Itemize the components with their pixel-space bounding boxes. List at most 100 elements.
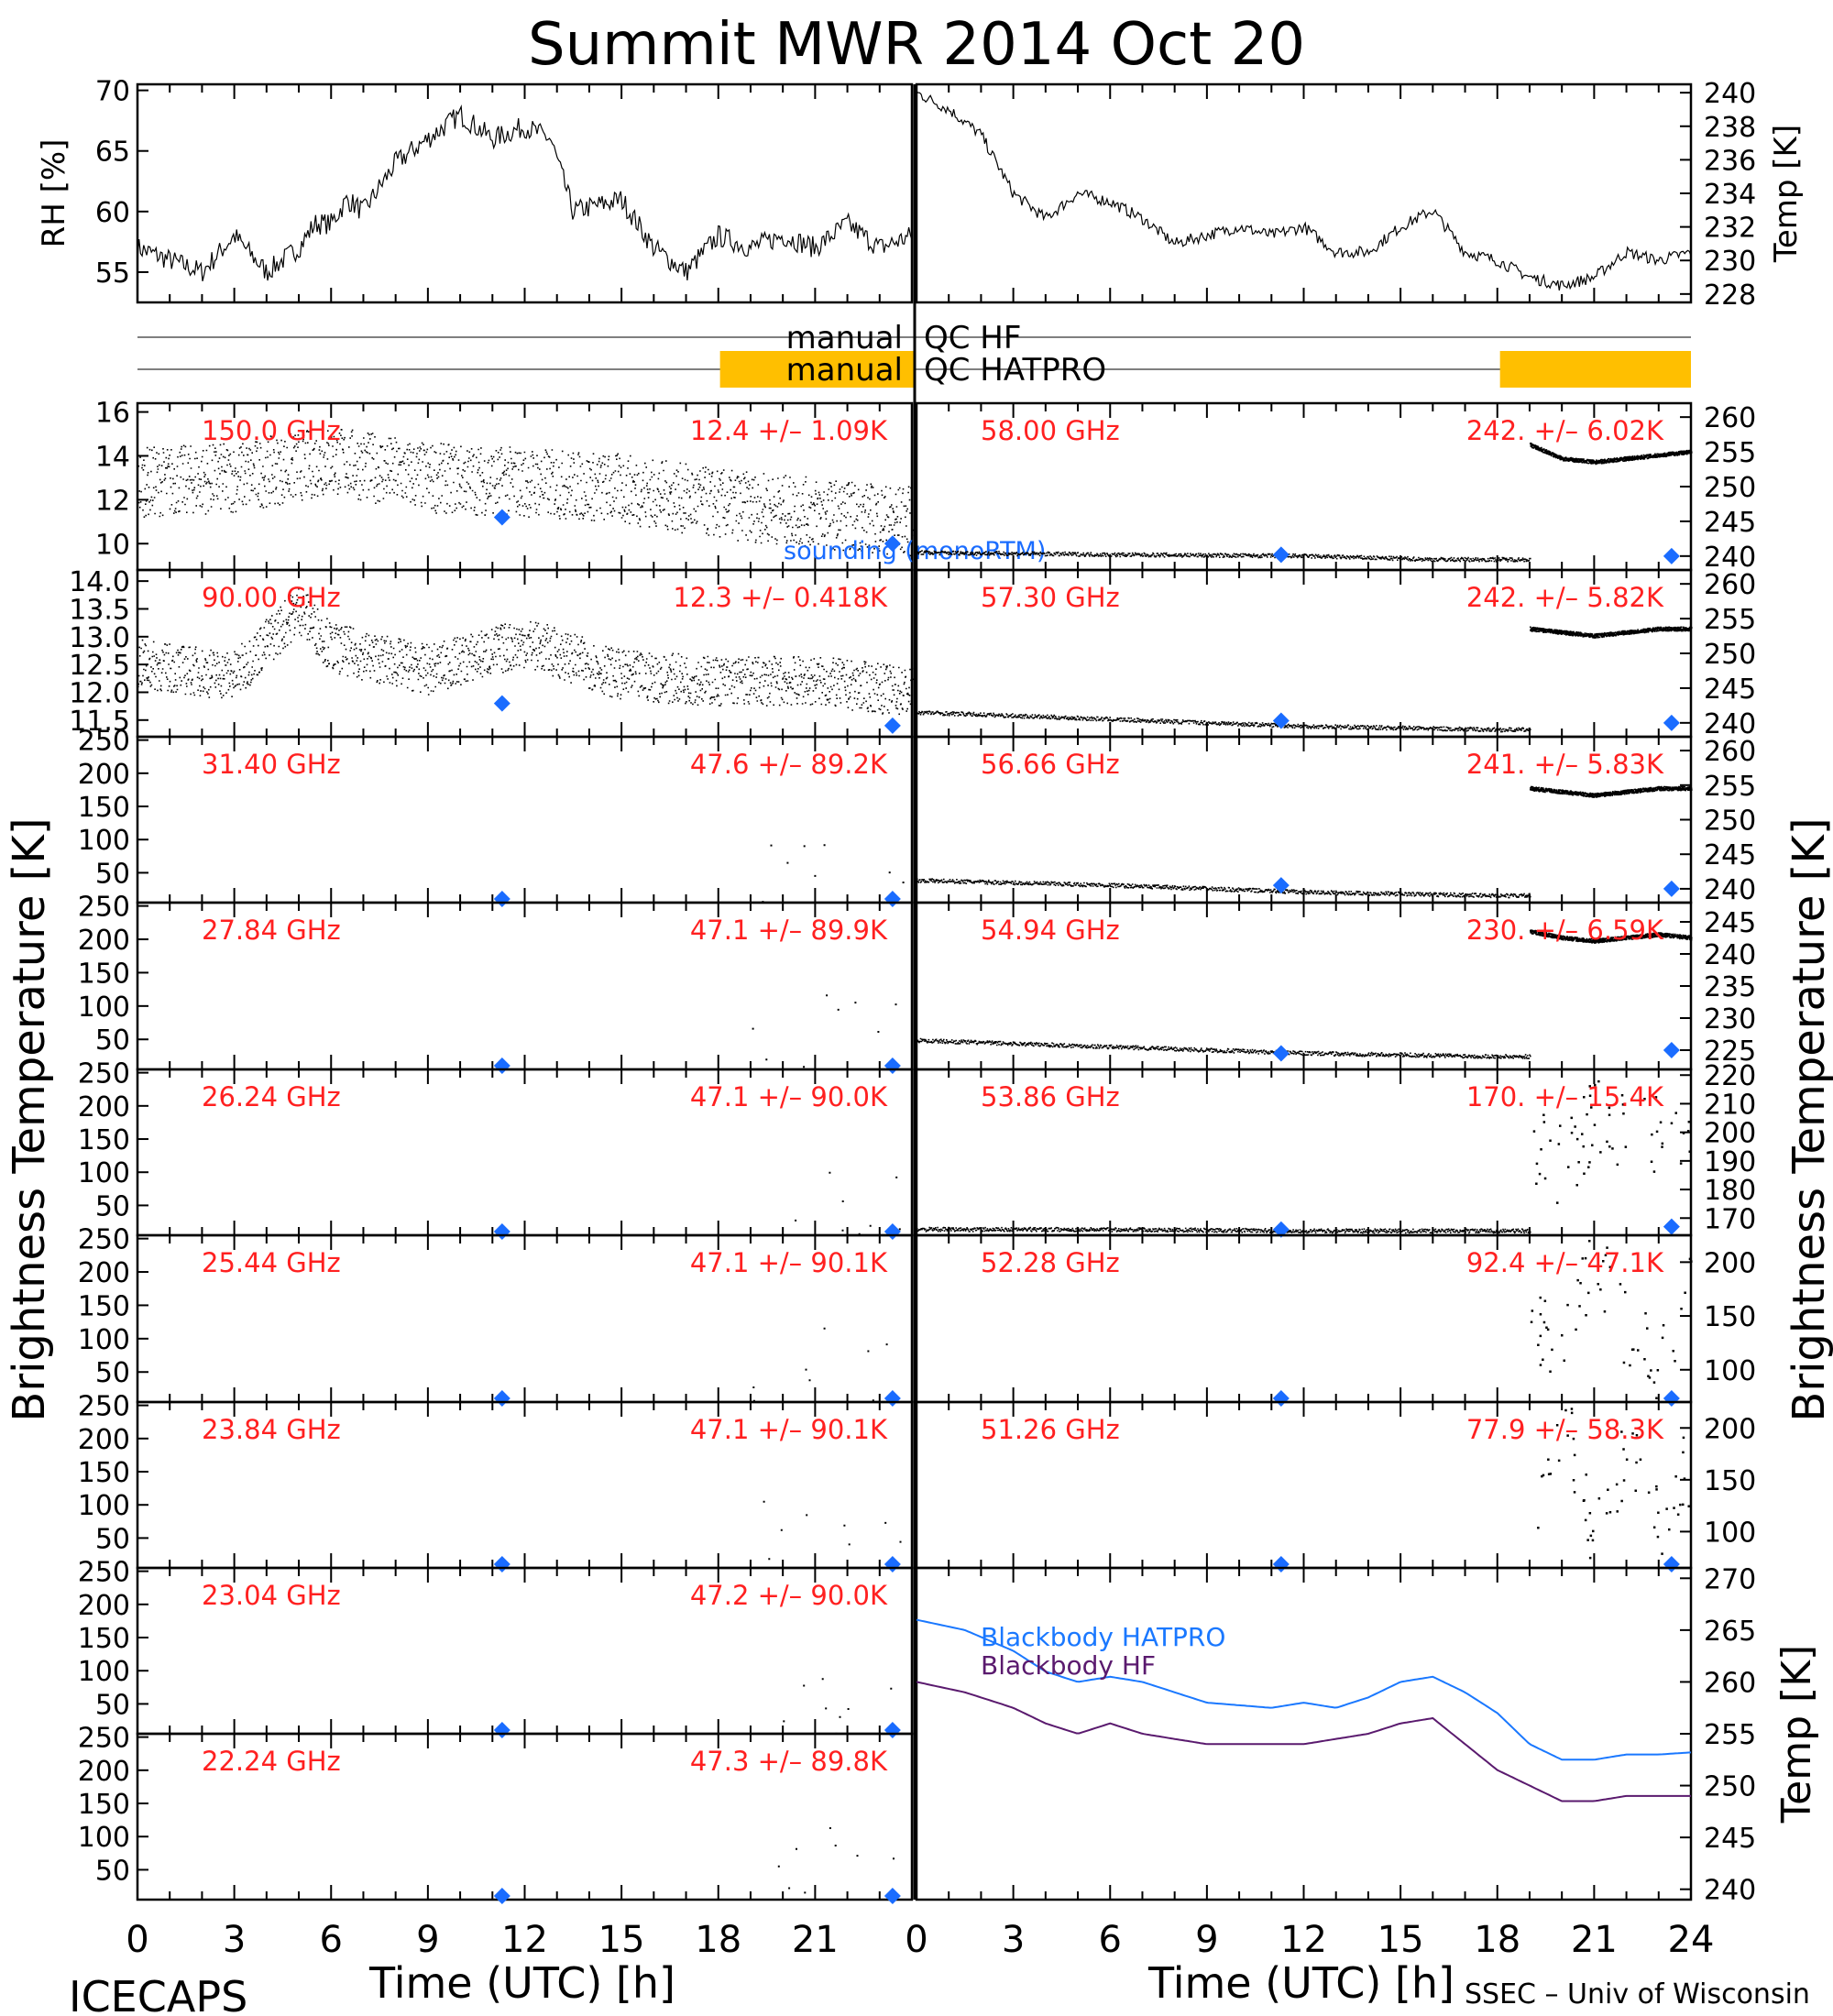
left-panel-5-ytick-label: 250 xyxy=(78,1058,130,1090)
xtick-label-left: 6 xyxy=(320,1919,343,1961)
xtick-label-right: 21 xyxy=(1571,1919,1618,1961)
right-panel-2-freq: 57.30 GHz xyxy=(981,582,1120,613)
left-panel-1-freq: 150.0 GHz xyxy=(202,415,341,446)
sounding-marker xyxy=(1272,1556,1290,1572)
left-panel-7-ytick-label: 200 xyxy=(78,1424,130,1456)
right-panel-1-ytick-label: 240 xyxy=(1704,542,1756,574)
xaxis-label-left: Time (UTC) [h] xyxy=(368,1958,675,2008)
right-panel-5-ytick-label: 190 xyxy=(1704,1146,1756,1178)
xtick-label-right: 12 xyxy=(1280,1919,1327,1961)
right-panel-5-stats: 170. +/– 15.4K xyxy=(1466,1081,1664,1112)
blackbody-panel-ytick-label: 240 xyxy=(1704,1875,1756,1907)
blackbody-panel-ytick-label: 260 xyxy=(1704,1667,1756,1699)
blackbody-panel-ytick-label: 270 xyxy=(1704,1563,1756,1595)
qc-bars: manual QC HF manual QC HATPRO xyxy=(137,84,1691,1900)
left-panel-2-data-path xyxy=(137,587,914,716)
blackbody-line-1 xyxy=(916,1681,1691,1802)
left-panel-6-ytick-label: 200 xyxy=(78,1257,130,1289)
sounding-marker xyxy=(1272,546,1290,564)
met-rh-xticks xyxy=(137,84,913,302)
left-panel-2-ytick-label: 14.0 xyxy=(69,566,130,598)
sounding-marker xyxy=(1272,712,1290,729)
left-panel-4-stats: 47.1 +/– 89.9K xyxy=(690,915,888,946)
right-panel-5-HATPRO xyxy=(916,1226,1531,1234)
sounding-marker xyxy=(1663,880,1680,897)
right-panel-7-scatter xyxy=(1537,1408,1690,1560)
sparse-dots xyxy=(783,1678,893,1735)
left-panel-8-sparse xyxy=(783,1678,893,1735)
xtick-label-right: 24 xyxy=(1668,1919,1715,1961)
right-panel-3-HATPRO-path xyxy=(916,878,1531,899)
left-panel-3-ytick-label: 250 xyxy=(78,726,130,758)
left-panel-5-ytick-label: 150 xyxy=(78,1124,130,1156)
sounding-marker xyxy=(493,695,510,712)
met-temp-ytick-label: 238 xyxy=(1704,112,1756,144)
left-panel-5-ytick-label: 200 xyxy=(78,1091,130,1123)
left-panel-4-sparse xyxy=(752,994,897,1068)
right-panel-3-ytick-label: 250 xyxy=(1704,805,1756,838)
right-panel-4-HATPRO-flagged-path xyxy=(1530,929,1693,944)
right-panel-2-HATPRO xyxy=(916,710,1531,733)
qc-label-hf_label: manual xyxy=(786,320,903,356)
left-panel-1-data-path xyxy=(137,429,914,557)
left-panel-2-freq: 90.00 GHz xyxy=(202,582,341,613)
right-panel-3-ytick-label: 260 xyxy=(1704,736,1756,768)
right-panel-1-ytick-label: 250 xyxy=(1704,472,1756,504)
right-panel-7-ytick-label: 150 xyxy=(1704,1465,1756,1497)
sounding-marker xyxy=(884,535,901,553)
right-panel-3-xticks xyxy=(916,737,1692,903)
left-panel-8-ytick-label: 150 xyxy=(78,1623,130,1655)
left-panel-9-sparse xyxy=(777,1827,895,1894)
left-panel-4-ytick-label: 200 xyxy=(78,925,130,957)
right-panel-7-ytick-label: 100 xyxy=(1704,1517,1756,1549)
right-panel-3-HATPRO xyxy=(916,878,1531,899)
left-panel-1-stats: 12.4 +/– 1.09K xyxy=(690,415,888,446)
left-panel-6-freq: 25.44 GHz xyxy=(202,1247,341,1278)
left-panel-4-ytick-label: 150 xyxy=(78,958,130,990)
right-panel-5-scatter xyxy=(1532,1079,1691,1204)
xtick-label-right: 9 xyxy=(1195,1919,1218,1961)
left-panel-6-ytick-label: 50 xyxy=(95,1357,130,1389)
right-panel-6-scatter xyxy=(1530,1239,1693,1399)
met-temp-xticks xyxy=(916,84,1692,302)
met-temp-ytick-label: 240 xyxy=(1704,78,1756,110)
xtick-label-right: 3 xyxy=(1002,1919,1025,1961)
met-temp-ytick-label: 228 xyxy=(1704,279,1756,312)
left-panel-2-xticks xyxy=(137,570,913,737)
xtick-label-left: 12 xyxy=(501,1919,548,1961)
right-panel-4-freq: 54.94 GHz xyxy=(981,915,1120,946)
right-panel-1-stats: 242. +/– 6.02K xyxy=(1466,415,1664,446)
right-panel-2-HATPRO-flagged xyxy=(1530,626,1693,639)
left-panel-4-ytick-label: 100 xyxy=(78,992,130,1024)
right-panel-3-HATPRO-flagged-path xyxy=(1530,785,1693,798)
sparse-dots xyxy=(763,1500,902,1561)
left-panel-6-stats: 47.1 +/– 90.1K xyxy=(690,1247,888,1278)
xtick-label-right: 18 xyxy=(1474,1919,1520,1961)
left-panel-9-ytick-label: 50 xyxy=(95,1855,130,1887)
temp-line xyxy=(916,91,1692,291)
blackbody-panel-ytick-label: 245 xyxy=(1704,1823,1756,1855)
blackbody-panel-ytick-label: 265 xyxy=(1704,1616,1756,1648)
right-panel-5-ytick-label: 180 xyxy=(1704,1175,1756,1207)
right-panel-4-ytick-label: 245 xyxy=(1704,907,1756,939)
left-panel-9-ytick-label: 200 xyxy=(78,1756,130,1788)
blackbody-panel-yticks: 240 245 250 255 260 265 270 xyxy=(1680,1563,1756,1907)
right-panel-1-xticks xyxy=(916,403,1692,570)
right-panel-5-ytick-label: 210 xyxy=(1704,1089,1756,1121)
right-panel-1-ytick-label: 260 xyxy=(1704,402,1756,434)
right-panel-3-ytick-label: 255 xyxy=(1704,771,1756,803)
met-rh-frame xyxy=(136,82,914,304)
temp-line-path xyxy=(916,91,1692,291)
right-panel-2-ytick-label: 245 xyxy=(1704,674,1756,706)
right-panel-4-stats: 230. +/– 6.59K xyxy=(1466,915,1664,946)
sparse-dots xyxy=(752,994,897,1068)
sounding-marker xyxy=(1663,1390,1680,1407)
right-panel-1-HATPRO-flagged xyxy=(1530,442,1693,466)
right-panel-4-ytick-label: 225 xyxy=(1704,1035,1756,1068)
